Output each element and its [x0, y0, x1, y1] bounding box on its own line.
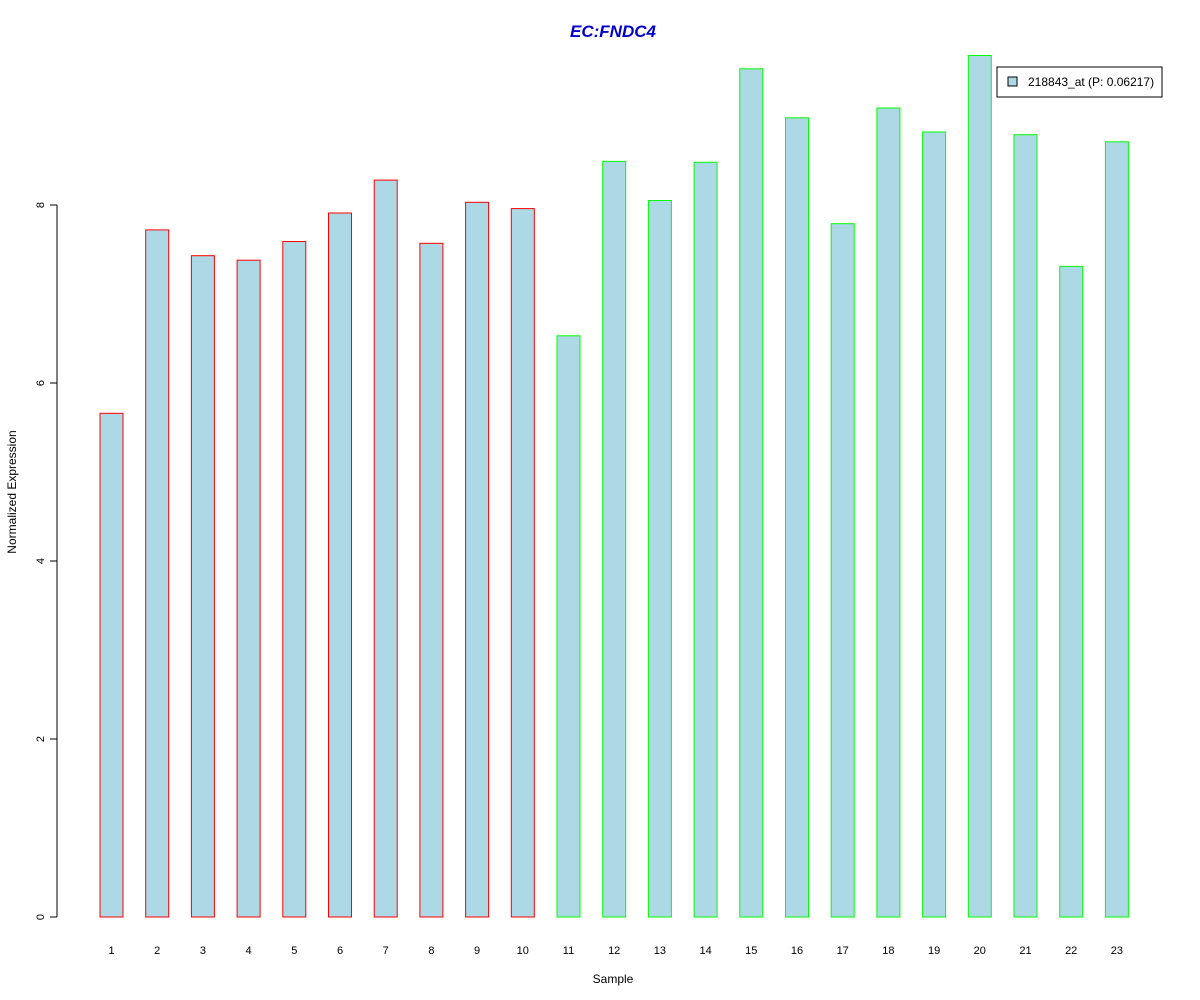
bar-sample-18	[876, 107, 901, 918]
x-tick-labels: 1 2 3 4 5 6 7 8 9 10 11 12 13 14 15 16 17 18 19 20 21 22 23	[108, 945, 1123, 957]
bar-sample-6	[328, 212, 352, 918]
x-tick-label: 9	[474, 945, 480, 957]
bar-sample-2	[145, 229, 170, 918]
x-tick-label: 1	[108, 945, 114, 957]
x-tick-label: 10	[517, 945, 529, 957]
x-tick-label: 3	[200, 945, 206, 957]
y-tick-label: 0	[35, 914, 47, 920]
bar-sample-10	[510, 208, 535, 918]
x-tick-label: 7	[383, 945, 389, 957]
x-tick-label: 6	[337, 945, 343, 957]
y-tick-label: 4	[35, 558, 47, 564]
bar-sample-3	[190, 255, 215, 918]
bar-sample-22	[1059, 265, 1084, 918]
legend-swatch	[1007, 76, 1018, 87]
bar-sample-13	[647, 200, 672, 918]
x-tick-label: 5	[291, 945, 297, 957]
chart-title: EC:FNDC4	[570, 22, 656, 41]
bar-sample-8	[419, 242, 444, 918]
y-axis: 0 2 4 6 8	[35, 202, 58, 920]
x-tick-label: 8	[428, 945, 434, 957]
x-tick-label: 2	[154, 945, 160, 957]
x-tick-label: 18	[882, 945, 894, 957]
bar-sample-17	[830, 223, 855, 918]
x-tick-label: 21	[1019, 945, 1031, 957]
x-tick-label: 11	[563, 945, 574, 957]
bar-sample-5	[282, 241, 307, 918]
x-tick-label: 17	[837, 945, 849, 957]
bar-sample-20	[967, 55, 992, 918]
y-tick-label: 6	[35, 380, 47, 386]
x-tick-label: 4	[246, 945, 252, 957]
bar-sample-21	[1013, 134, 1038, 918]
bars	[99, 55, 1129, 918]
bar-sample-11	[556, 335, 581, 918]
legend-box	[996, 66, 1163, 98]
x-tick-label: 16	[791, 945, 803, 957]
x-tick-label: 23	[1111, 945, 1123, 957]
x-tick-label: 14	[699, 945, 711, 957]
bar-sample-12	[602, 160, 627, 918]
bar-sample-16	[785, 117, 809, 918]
x-tick-label: 13	[654, 945, 666, 957]
x-axis-label: Sample	[593, 972, 634, 986]
legend: 218843_at (P: 0.06217)	[996, 66, 1163, 98]
y-tick-label: 8	[35, 202, 47, 208]
bar-sample-23	[1104, 141, 1129, 918]
bar-sample-4	[236, 259, 261, 918]
x-tick-label: 19	[928, 945, 940, 957]
y-axis-label: Normalized Expression	[5, 430, 19, 553]
x-tick-label: 12	[608, 945, 620, 957]
x-tick-label: 15	[745, 945, 757, 957]
y-tick-label: 2	[35, 736, 47, 742]
bar-sample-9	[465, 201, 490, 918]
x-tick-label: 20	[974, 945, 986, 957]
bar-sample-14	[693, 161, 718, 918]
bar-sample-7	[373, 179, 398, 918]
x-tick-label: 22	[1065, 945, 1077, 957]
bar-sample-19	[922, 131, 947, 918]
bar-sample-1	[99, 412, 124, 918]
bar-sample-15	[739, 68, 764, 918]
legend-entry: 218843_at (P: 0.06217)	[1028, 75, 1154, 89]
